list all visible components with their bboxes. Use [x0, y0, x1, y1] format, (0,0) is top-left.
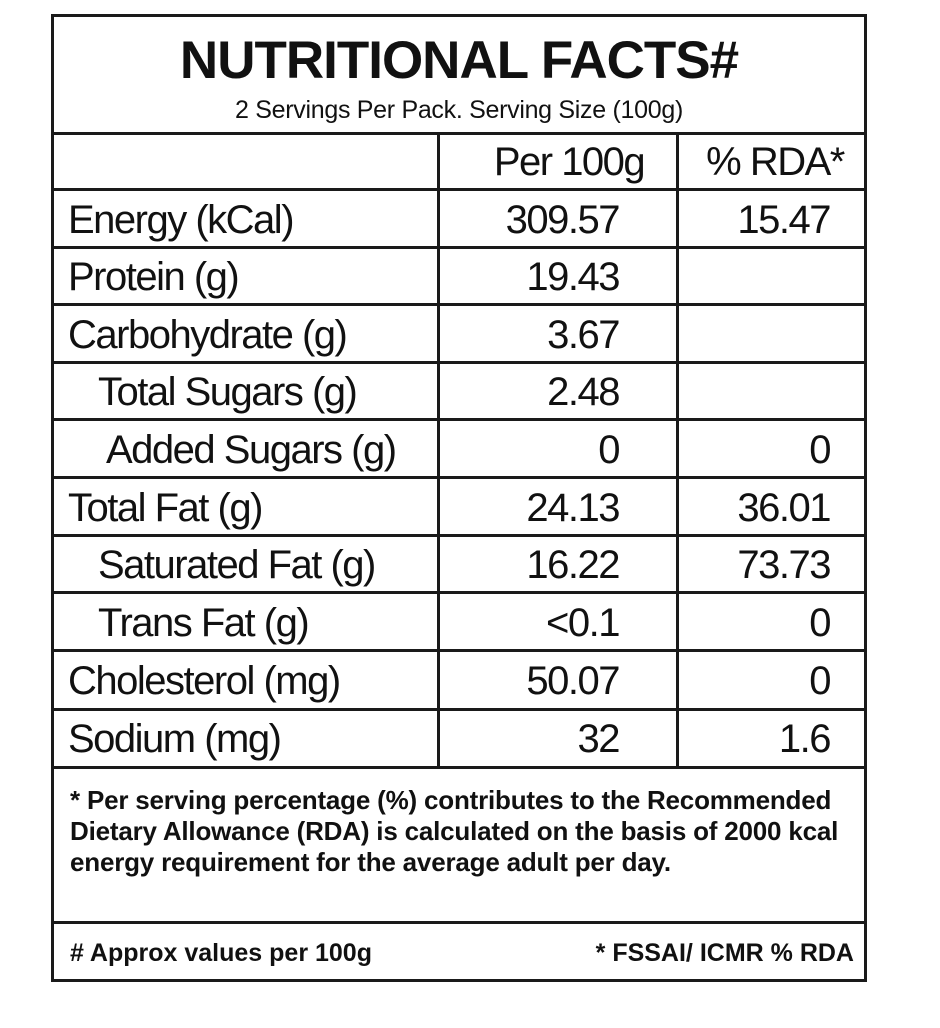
row-label: Saturated Fat (g): [98, 543, 376, 587]
divider: [54, 361, 864, 364]
divider: [54, 132, 864, 135]
column-divider: [437, 132, 440, 769]
label-title: NUTRITIONAL FACTS#: [179, 31, 739, 90]
row-per-100g: 50.07: [526, 659, 620, 703]
divider: [54, 591, 864, 594]
row-per-100g: 32: [577, 717, 621, 761]
row-per-100g: 3.67: [547, 313, 620, 357]
row-rda: 36.01: [737, 486, 831, 530]
row-per-100g: 309.57: [505, 198, 621, 242]
row-label: Sodium (mg): [68, 717, 282, 761]
row-label: Total Fat (g): [68, 486, 263, 530]
row-rda: 15.47: [737, 198, 831, 242]
divider: [54, 476, 864, 479]
divider: [54, 921, 864, 924]
serving-info: 2 Servings Per Pack. Serving Size (100g): [235, 96, 683, 124]
divider: [54, 534, 864, 537]
row-per-100g: 24.13: [526, 486, 620, 530]
divider: [54, 766, 864, 769]
footer-approx-values: # Approx values per 100g: [70, 939, 372, 967]
divider: [54, 303, 864, 306]
row-label: Carbohydrate (g): [68, 313, 348, 357]
row-rda: 0: [809, 659, 831, 703]
divider: [54, 708, 864, 711]
divider: [54, 246, 864, 249]
row-label: Energy (kCal): [68, 198, 295, 242]
rda-footnote: * Per serving percentage (%) contributes…: [70, 785, 839, 877]
row-per-100g: <0.1: [546, 601, 620, 645]
row-per-100g: 0: [598, 428, 620, 472]
footer-rda-source: * FSSAI/ ICMR % RDA: [595, 939, 854, 967]
row-rda: 0: [809, 428, 831, 472]
row-label: Total Sugars (g): [98, 370, 358, 414]
row-label: Protein (g): [68, 255, 240, 299]
row-rda: 1.6: [778, 717, 832, 761]
nutrition-facts-label: NUTRITIONAL FACTS# 2 Servings Per Pack. …: [51, 14, 867, 982]
row-rda: 73.73: [737, 543, 831, 587]
column-header-per-100g: Per 100g: [493, 140, 646, 184]
column-header-rda: % RDA*: [706, 140, 845, 184]
row-per-100g: 19.43: [526, 255, 620, 299]
row-per-100g: 2.48: [547, 370, 620, 414]
column-divider: [676, 132, 679, 769]
row-label: Trans Fat (g): [98, 601, 310, 645]
divider: [54, 188, 864, 191]
divider: [54, 649, 864, 652]
row-label: Added Sugars (g): [106, 428, 397, 472]
divider: [54, 418, 864, 421]
row-rda: 0: [809, 601, 831, 645]
row-per-100g: 16.22: [526, 543, 620, 587]
row-label: Cholesterol (mg): [68, 659, 341, 703]
